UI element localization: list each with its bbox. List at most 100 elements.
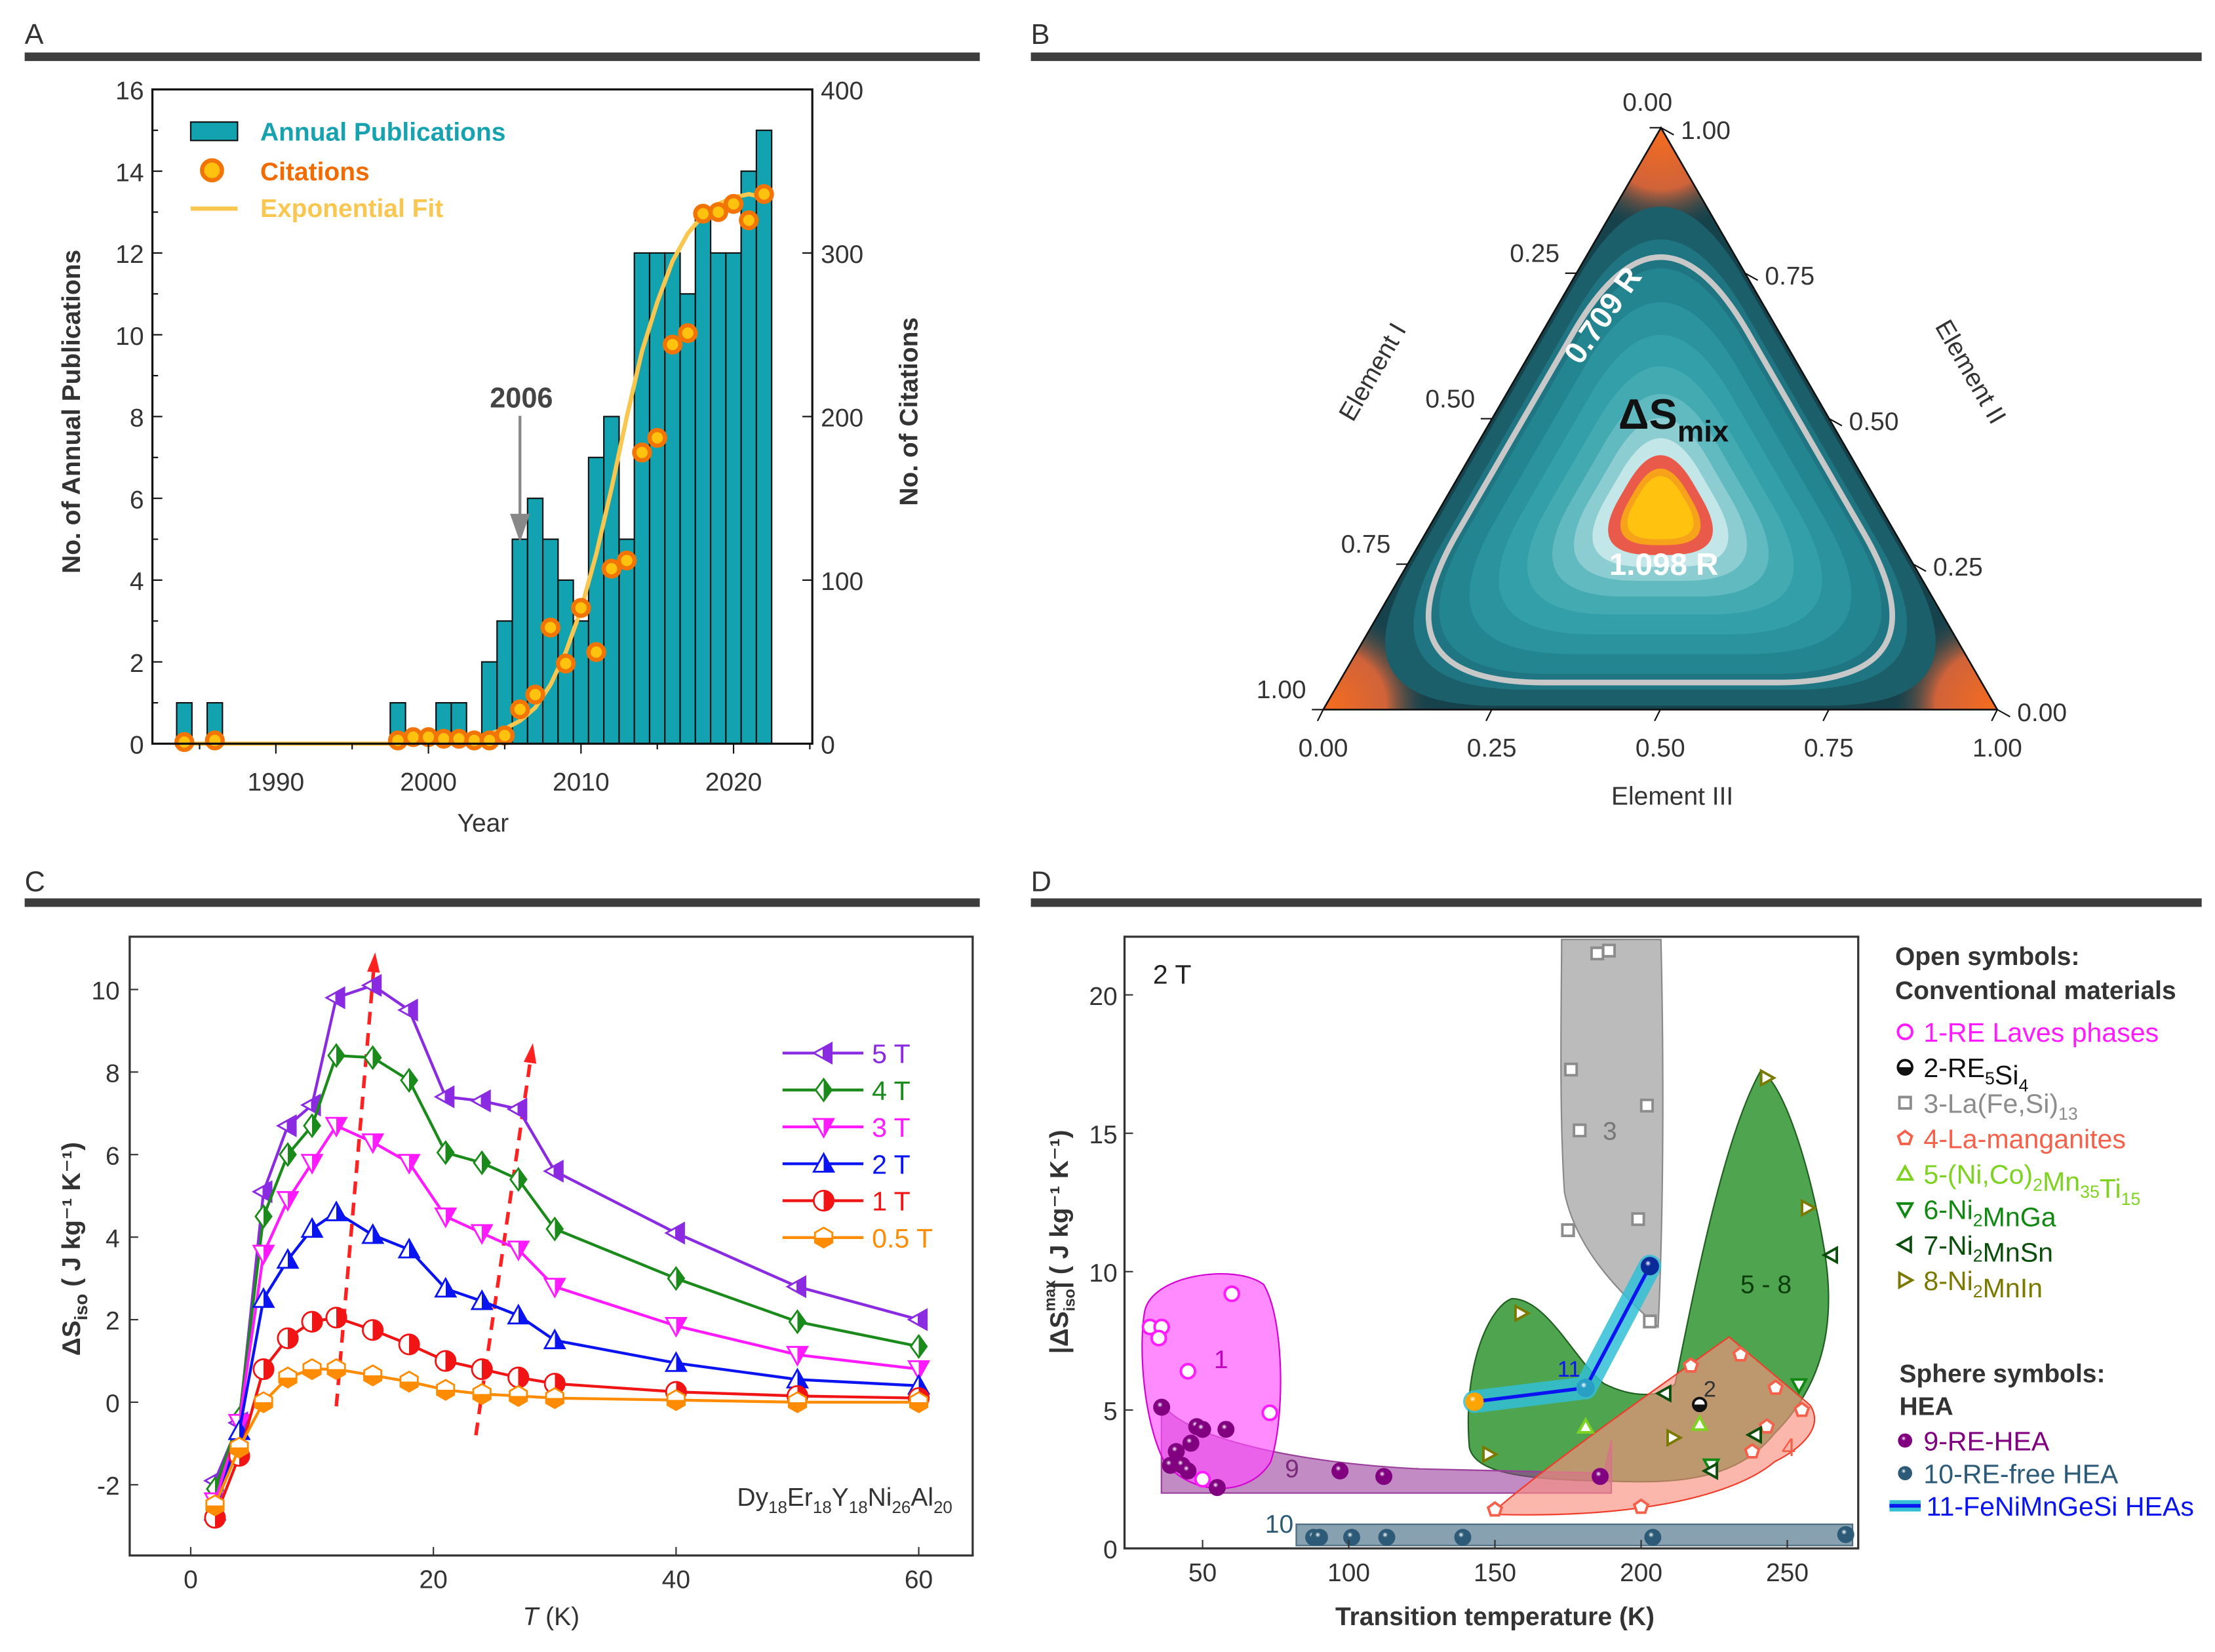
right-tick-label: 0.75 [1765,262,1814,290]
subscript: 26 [892,1497,911,1517]
legend-marker-citations [200,158,224,183]
data-point [436,1140,455,1166]
header-bar [1030,52,2202,62]
citation-point [205,730,225,751]
data-point [361,974,382,997]
trend-arrow-head [523,1043,537,1064]
data-point [1790,1378,1809,1395]
data-point [1167,1443,1185,1461]
x-tick-label: 200 [1620,1559,1662,1587]
series-10 [1305,1525,1854,1546]
series-group [203,974,931,1529]
plot-frame [128,935,974,1557]
data-point [1692,1396,1708,1413]
legend: Annual Publications Citations Exponentia… [189,118,505,223]
left-tick-label: 0.75 [1341,530,1391,559]
trend-arrows [334,952,537,1436]
text-segment: Dy [737,1484,768,1512]
trend-arrow-line [334,972,376,1407]
legend-marker [814,1077,833,1103]
y-label-unit: | ( J kg⁻¹ K⁻¹) [1046,1130,1074,1288]
region-label-9: 9 [1285,1455,1299,1484]
data-point [252,1244,275,1266]
text-segment: 10-RE-free HEA [1923,1459,2119,1489]
legend-label: 2-RE5Si4 [1923,1053,2028,1095]
citation-point [525,684,545,705]
text-segment: Si [1995,1060,2019,1090]
x-tick-label: 150 [1474,1559,1516,1587]
publication-bar [633,252,651,745]
axis-ticks: 0 2 4 6 8 10 12 14 16 0 100 200 300 400 1990 2000 2010 20… [115,77,863,796]
subscript: 18 [849,1497,868,1517]
data-point [1310,1529,1328,1546]
data-point [1454,1529,1472,1546]
subscript: 18 [813,1497,832,1517]
citation-point [387,730,408,751]
x-tick-label: 2000 [400,768,457,796]
legend-marker [812,1152,836,1173]
data-point [1331,1462,1349,1480]
plot-frame [1123,935,1860,1550]
data-point [300,1217,324,1238]
citation-point [662,334,683,355]
region-labels: 1 2 3 4 5 - 8 9 10 11 [1214,1117,1796,1539]
y-tick-label: -2 [97,1472,120,1501]
panel-letter-a: A [25,19,44,50]
data-point [361,1133,385,1154]
data-point [327,1043,345,1069]
region-label-3: 3 [1603,1117,1617,1145]
y-tick-label: 0 [130,732,144,760]
data-point [507,1240,530,1262]
y2-tick-label: 100 [821,568,863,596]
data-point [1655,1384,1672,1403]
data-point [1153,1398,1171,1416]
header-bar [24,52,980,62]
data-point [1162,1457,1179,1474]
bottom-tick [1485,709,1493,722]
x-tick-label: 0 [184,1566,198,1594]
citation-point [555,654,576,674]
y-tick-label: 8 [130,404,144,433]
text-segment: MnIn [1983,1273,2043,1303]
subscript: 4 [2019,1076,2029,1095]
y-tick-label: 10 [91,977,119,1006]
right-tick-label: 0.50 [1849,408,1899,436]
series-7 [1655,1246,1839,1480]
region-4 [1489,1336,1815,1516]
text-segment: 7-Ni [1923,1230,1972,1261]
region-1 [1141,1273,1282,1489]
data-point [543,1328,566,1350]
region-label-4: 4 [1782,1434,1796,1462]
y-label-sub: iso [71,1294,91,1321]
data-point [1150,1329,1167,1347]
legend-label: 2 T [872,1149,911,1179]
data-point [506,1097,528,1121]
bottom-tick-label: 0.25 [1467,734,1517,762]
data-point [1732,1346,1749,1362]
field-label: 2 T [1153,959,1192,989]
data-point [1576,1417,1596,1434]
bottom-tick [1654,709,1661,722]
data-point [470,1224,494,1245]
data-point [909,1391,929,1413]
data-point [361,1223,385,1244]
x-tick-label: 40 [662,1566,690,1594]
data-point [276,1248,300,1269]
citation-point [510,699,530,720]
text-segment: Er [787,1484,813,1512]
contour-level [1627,476,1694,540]
y-tick-label: 5 [1103,1398,1118,1426]
bottom-tick [1991,709,1998,722]
data-point [400,1067,418,1093]
data-point [470,1289,494,1310]
data-point [325,1307,347,1329]
data-point [507,1303,530,1325]
data-point [1375,1468,1393,1485]
publication-bar [541,538,559,745]
publication-bar [694,211,712,745]
data-point [1194,1421,1211,1438]
axis-label-element-ii: Element II [1929,315,2011,429]
data-point [1643,1314,1657,1329]
